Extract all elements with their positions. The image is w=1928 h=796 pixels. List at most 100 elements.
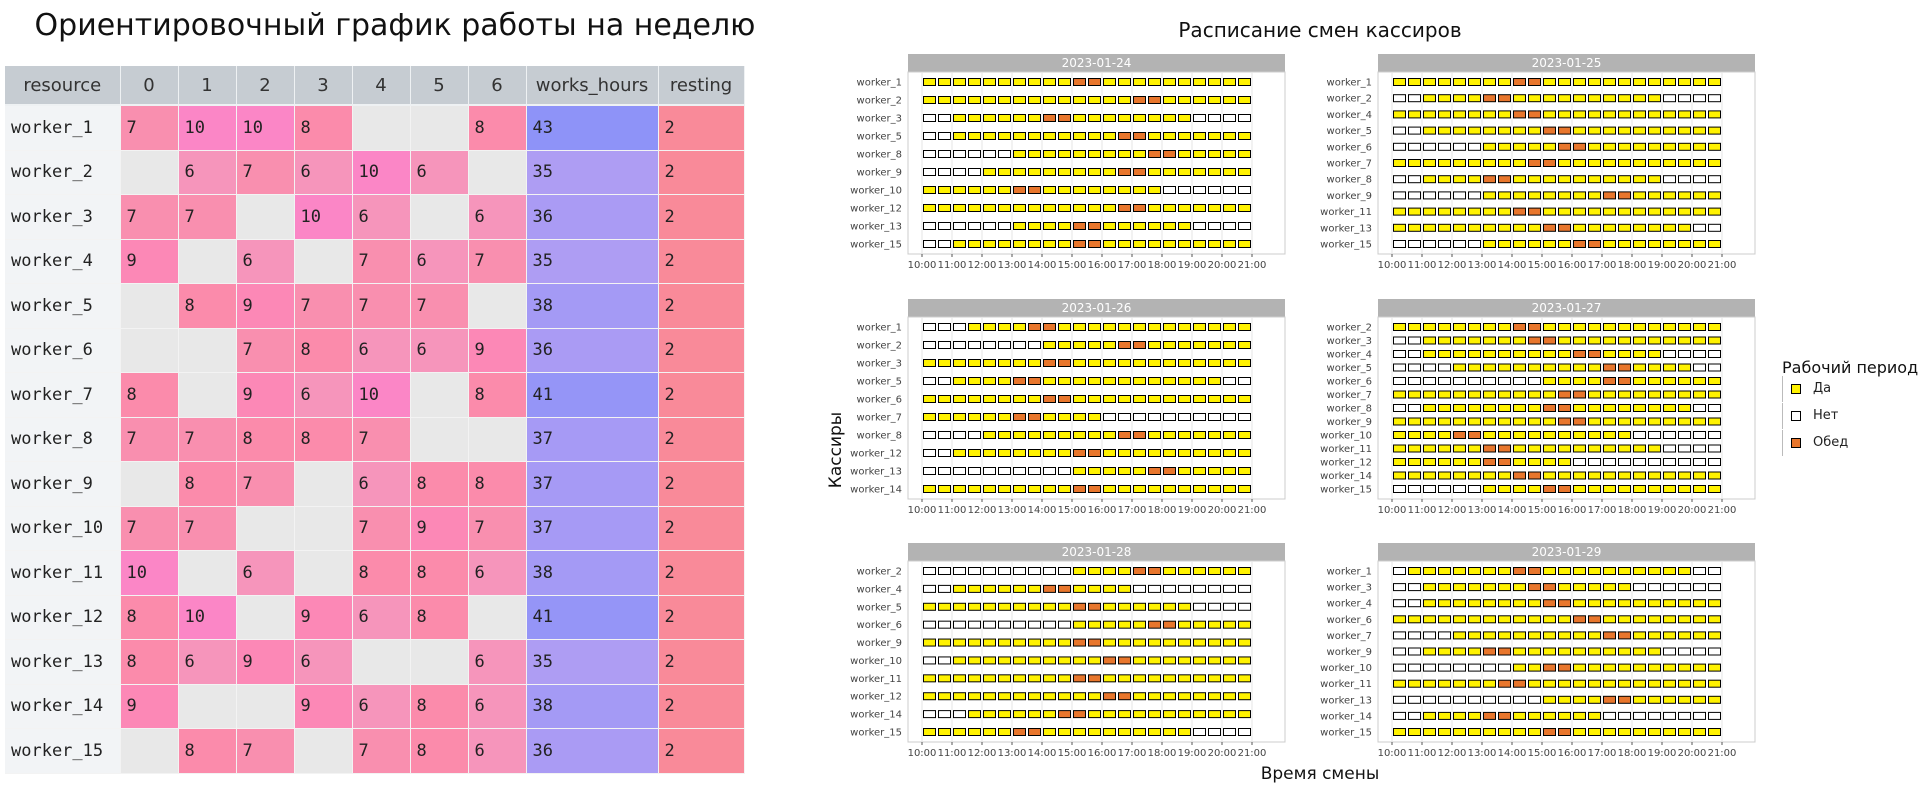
schedule-slot (1058, 132, 1071, 140)
schedule-slot (1573, 444, 1586, 453)
schedule-slot (1558, 695, 1571, 704)
schedule-slot (1423, 615, 1436, 624)
schedule-slot (1438, 175, 1451, 184)
schedule-slot (1453, 323, 1466, 331)
schedule-slot (1178, 150, 1191, 158)
worker-tick-label: worker_3 (1327, 583, 1372, 594)
schedule-slot (1543, 336, 1556, 345)
schedule-slot (1223, 168, 1236, 176)
worker-tick-label: worker_1 (1327, 78, 1372, 89)
x-tick-label: 18:00 (1148, 505, 1177, 516)
schedule-slot (1633, 567, 1646, 575)
worker-tick-label: worker_6 (857, 620, 902, 631)
schedule-slot (1573, 404, 1586, 412)
schedule-slot (1588, 695, 1601, 704)
worker-tick-label: worker_5 (857, 132, 902, 143)
schedule-slot (1208, 449, 1221, 457)
schedule-slot (1648, 240, 1661, 248)
schedule-slot (1528, 223, 1541, 232)
schedule-slot (1058, 377, 1071, 385)
day-hours-cell (236, 506, 295, 551)
schedule-slot (1558, 336, 1571, 345)
schedule-slot (1133, 395, 1146, 403)
day-hours-cell (468, 283, 527, 329)
schedule-slot (1648, 615, 1661, 624)
schedule-slot (1678, 485, 1691, 493)
schedule-slot (968, 467, 981, 475)
schedule-slot (1178, 710, 1191, 719)
schedule-slot (1438, 485, 1451, 493)
day-hours-cell: 8 (236, 417, 295, 462)
schedule-slot (1573, 126, 1586, 135)
schedule-slot (1558, 94, 1571, 103)
schedule-slot (983, 674, 996, 683)
schedule-slot (1648, 78, 1661, 86)
schedule-slot (1468, 240, 1481, 248)
x-axis-label: Время смены (1260, 764, 1380, 784)
schedule-slot (1423, 223, 1436, 232)
schedule-slot (1118, 584, 1131, 593)
schedule-slot (1468, 679, 1481, 688)
schedule-slot (923, 710, 936, 719)
schedule-slot (1603, 94, 1616, 103)
x-tick-label: 12:00 (1438, 505, 1467, 516)
schedule-slot (998, 78, 1011, 86)
schedule-slot (1193, 485, 1206, 493)
day-hours-cell: 8 (352, 550, 411, 596)
schedule-slot (1603, 647, 1616, 656)
schedule-slot (1468, 711, 1481, 720)
schedule-slot (1663, 695, 1676, 704)
schedule-slot (1073, 323, 1086, 331)
resource-cell: worker_5 (5, 283, 121, 329)
schedule-slot (1163, 114, 1176, 122)
schedule-slot (1453, 679, 1466, 688)
schedule-slot (1513, 631, 1526, 640)
schedule-slot (1408, 390, 1421, 399)
worker-tick-label: worker_5 (1327, 363, 1372, 374)
schedule-slot (938, 710, 951, 719)
worker-tick-label: worker_4 (857, 584, 902, 595)
day-hours-cell (120, 150, 179, 195)
schedule-slot (1513, 191, 1526, 200)
x-tick-label: 18:00 (1148, 748, 1177, 759)
table-row: worker_11 10 6 8 8 6 38 2 (5, 550, 745, 596)
schedule-slot (1408, 350, 1421, 358)
schedule-slot (953, 78, 966, 86)
schedule-slot (998, 431, 1011, 439)
schedule-slot (1208, 567, 1221, 575)
worker-tick-label: worker_15 (850, 728, 902, 739)
schedule-slot (938, 449, 951, 457)
schedule-slot (968, 204, 981, 212)
schedule-slot (1663, 377, 1676, 385)
resource-cell: worker_1 (5, 105, 121, 151)
schedule-slot (953, 674, 966, 683)
schedule-slot (983, 78, 996, 86)
worker-tick-label: worker_10 (850, 656, 902, 667)
schedule-slot (923, 584, 936, 593)
schedule-slot (1468, 350, 1481, 358)
schedule-slot (1483, 191, 1496, 200)
schedule-slot (1193, 240, 1206, 248)
schedule-slot (1468, 695, 1481, 704)
x-tick-label: 12:00 (1438, 260, 1467, 271)
schedule-slot (1513, 377, 1526, 385)
schedule-slot (1438, 471, 1451, 480)
schedule-slot (1528, 126, 1541, 135)
schedule-slot (1043, 620, 1056, 629)
schedule-slot (1573, 377, 1586, 385)
schedule-slot (1103, 584, 1116, 593)
schedule-slot (1708, 207, 1721, 216)
schedule-slot (998, 132, 1011, 140)
schedule-slot (1588, 615, 1601, 624)
schedule-slot (938, 204, 951, 212)
schedule-slot (938, 168, 951, 176)
worker-tick-label: worker_8 (857, 150, 902, 161)
schedule-slot (1558, 583, 1571, 592)
schedule-slot (1223, 222, 1236, 230)
resource-cell: worker_2 (5, 150, 121, 195)
day-hours-cell (352, 639, 411, 685)
x-tick-label: 12:00 (968, 260, 997, 271)
schedule-slot (968, 485, 981, 493)
works-hours-cell: 38 (526, 550, 659, 596)
schedule-slot (968, 132, 981, 140)
